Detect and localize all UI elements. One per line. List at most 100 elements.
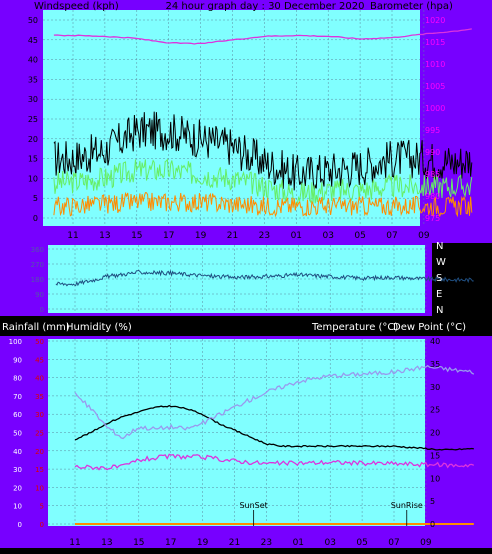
chart1-title-left: Windspeed (kph)	[34, 1, 119, 12]
chart2-ytick-right: W	[436, 257, 446, 268]
chart1-ytick-left: 25	[28, 115, 38, 124]
chart3-xtick: 15	[133, 538, 144, 548]
chart1-xtick: 23	[259, 231, 270, 241]
chart3-ytick-humidity: 0	[18, 521, 22, 529]
chart3-label-humidity: Humidity (%)	[66, 322, 132, 333]
chart3-ytick-humidity: 100	[9, 338, 22, 346]
chart2-ytick-right: N	[436, 241, 443, 252]
chart3-xtick: 03	[324, 538, 335, 548]
chart3-ytick-rain: 0	[40, 521, 44, 529]
chart1-ytick-right: 1020	[425, 16, 445, 25]
chart3-ytick-rain: 15	[35, 466, 44, 474]
chart2-ytick-left: 90	[35, 291, 44, 299]
chart2-series	[55, 269, 474, 287]
chart3-ytick-rain: 45	[35, 356, 44, 364]
chart1-title-right: Barometer (hpa)	[370, 1, 453, 12]
chart3-xtick: 11	[69, 538, 80, 548]
chart1-ytick-right: 990	[425, 148, 440, 157]
chart3-series-humidity	[74, 364, 475, 440]
chart3-xtick: 23	[261, 538, 272, 548]
chart3-ytick-rain: 25	[35, 430, 44, 438]
chart3-xtick: 05	[356, 538, 367, 548]
chart2-ytick-left: 180	[31, 276, 44, 284]
chart3-ytick-rain: 30	[35, 411, 44, 419]
chart3-axes: 0102030405060708090100051015202530354045…	[9, 337, 441, 548]
chart3-xtick: 17	[165, 538, 176, 548]
chart2-series-direction	[55, 269, 474, 287]
chart1-ytick-right: 995	[425, 126, 440, 135]
chart1-xtick: 15	[131, 231, 142, 241]
chart3-ytick-humidity: 30	[13, 466, 22, 474]
chart1-xtick: 17	[163, 231, 174, 241]
chart3-ytick-right: 5	[430, 497, 435, 506]
chart3-series	[74, 364, 475, 525]
chart1-ytick-left: 30	[28, 95, 38, 104]
chart3-ytick-right: 10	[430, 474, 440, 483]
chart1-xtick: 07	[386, 231, 397, 241]
chart2-ytick-left: 270	[31, 261, 44, 269]
chart3-ytick-right: 20	[430, 429, 440, 438]
chart3-ytick-humidity: 80	[13, 375, 22, 383]
chart1-xtick: 11	[67, 231, 78, 241]
chart3-ytick-humidity: 90	[13, 356, 22, 364]
chart1-ytick-right: 980	[425, 192, 440, 201]
chart1-ytick-right: 985	[425, 170, 440, 179]
chart1-series-avg	[53, 158, 473, 206]
chart3-xtick: 09	[420, 538, 432, 548]
chart1-ytick-right: 975	[425, 214, 440, 223]
chart2-ytick-left: 360	[31, 246, 44, 254]
chart3-ytick-humidity: 40	[13, 448, 22, 456]
chart3-ytick-right: 15	[430, 451, 440, 460]
chart1-ytick-left: 20	[28, 135, 38, 144]
chart3-series-temperature	[74, 404, 474, 451]
chart1-xtick: 21	[227, 231, 238, 241]
chart3-label-rain: Rainfall (mm)	[2, 322, 70, 333]
chart1-xtick: 19	[195, 231, 207, 241]
chart2-ytick-right: E	[436, 289, 442, 300]
chart3-xtick: 19	[197, 538, 209, 548]
chart3-annotation-sunset: SunSet	[239, 501, 267, 510]
chart1-xtick: 13	[99, 231, 110, 241]
chart3-ytick-rain: 20	[35, 448, 44, 456]
chart1-ytick-right: 1010	[425, 60, 445, 69]
chart1-ytick-left: 5	[33, 194, 38, 203]
chart1-ytick-right: 1015	[425, 38, 445, 47]
chart1-series	[53, 28, 473, 218]
chart3-xtick: 01	[293, 538, 304, 548]
chart3-ytick-rain: 35	[35, 393, 44, 401]
chart2-ytick-right: N	[436, 305, 443, 316]
chart1-ytick-right: 1000	[425, 104, 445, 113]
chart1-ytick-left: 40	[28, 56, 38, 65]
chart1-xtick: 05	[354, 231, 365, 241]
chart1-series-barometer	[53, 28, 472, 45]
chart1-xtick: 03	[322, 231, 333, 241]
chart1-ytick-left: 50	[28, 16, 38, 25]
chart3-xtick: 07	[388, 538, 399, 548]
chart1-ytick-left: 45	[28, 36, 38, 45]
chart1-axes: 0510152025303540455097598098599099510001…	[28, 16, 446, 241]
chart1-series-speed	[53, 191, 473, 218]
chart3-series-dew_point	[74, 453, 475, 471]
chart3-ytick-right: 35	[430, 360, 440, 369]
chart1-ytick-left: 10	[28, 174, 38, 183]
chart3-annotation-sunrise: SunRise	[391, 501, 423, 510]
chart3-ytick-rain: 50	[35, 338, 44, 346]
chart1-xtick: 01	[291, 231, 302, 241]
chart1-ytick-left: 35	[28, 75, 38, 84]
chart3-ytick-humidity: 10	[13, 503, 22, 511]
chart3-xtick: 21	[229, 538, 240, 548]
chart1-plot-area	[43, 10, 420, 226]
chart1-ytick-right: 1005	[425, 82, 445, 91]
chart3-ytick-humidity: 20	[13, 484, 22, 492]
chart3-ytick-right: 0	[430, 520, 435, 529]
chart3-ytick-right: 30	[430, 383, 440, 392]
chart3-ytick-right: 40	[430, 337, 440, 346]
chart3-ytick-rain: 40	[35, 375, 44, 383]
chart1-xtick: 09	[418, 231, 430, 241]
chart2-ytick-left: 0	[40, 306, 44, 314]
chart3-label-dew-point: Dew Point (°C)	[393, 322, 466, 333]
chart3-ytick-humidity: 60	[13, 411, 22, 419]
